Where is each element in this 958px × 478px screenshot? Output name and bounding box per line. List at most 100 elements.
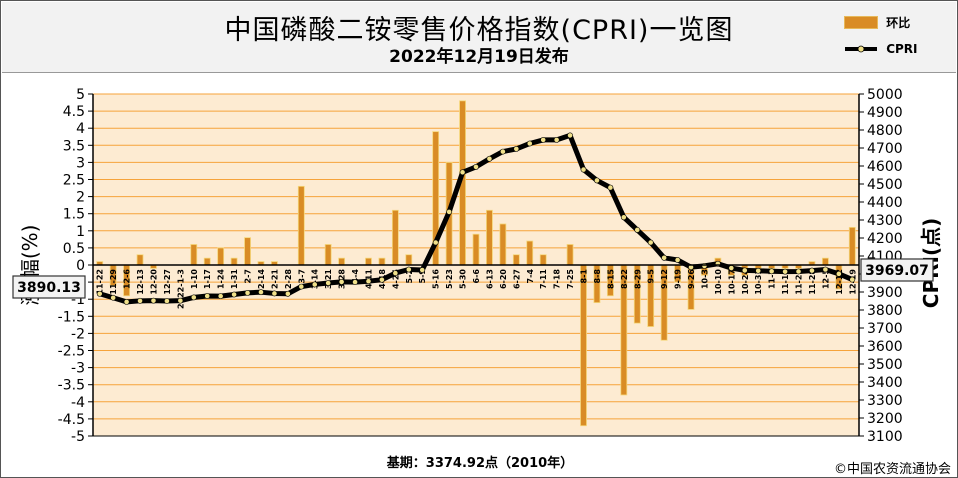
cpri-point <box>835 270 842 277</box>
cpri-point <box>338 279 345 285</box>
x-tick-label: 8-29 <box>633 269 642 289</box>
x-tick-label: 10-10 <box>714 269 723 295</box>
right-tick-label: 3800 <box>867 303 903 319</box>
cpri-point <box>419 267 426 273</box>
base-period-note: 基期：3374.92点（2010年） <box>386 456 574 471</box>
x-tick-label: 7-11 <box>539 269 548 289</box>
bar <box>244 237 251 266</box>
cpri-point <box>513 145 520 152</box>
cpri-point <box>217 293 224 300</box>
left-tick-label: 0 <box>76 258 85 274</box>
cpri-point <box>150 297 157 304</box>
cpri-point <box>809 267 815 274</box>
callout-last-value: 3969.07 <box>865 263 929 279</box>
cpri-point <box>325 280 332 286</box>
left-tick-label: 1.5 <box>63 207 85 223</box>
x-tick-label: 11-14 <box>781 269 790 295</box>
axes <box>92 94 860 437</box>
cpri-point <box>473 163 479 170</box>
cpri-point <box>795 268 802 275</box>
cpri-point <box>822 266 829 273</box>
right-tick-label: 3600 <box>867 339 903 355</box>
right-tick-label: 4900 <box>867 105 903 121</box>
callout-first-value: 3890.13 <box>17 280 81 296</box>
x-tick-label: 7-18 <box>553 269 562 289</box>
left-axis-ticks: -5-4.5-4-3.5-3-2.5-2-1.5-1-0.500.511.522… <box>58 87 93 445</box>
left-tick-label: 2 <box>76 190 85 206</box>
cpri-point <box>459 169 466 176</box>
cpri-point <box>164 298 170 304</box>
x-tick-label: 11-22 <box>96 269 105 295</box>
x-tick-label: 1-31 <box>230 269 239 289</box>
x-tick-label: 3-21 <box>324 269 333 289</box>
cpri-point <box>231 291 238 298</box>
cpri-point <box>701 262 708 269</box>
cpri-point <box>499 148 506 155</box>
cpri-point <box>96 290 103 297</box>
right-tick-label: 5000 <box>867 87 903 103</box>
right-tick-label: 3700 <box>867 321 903 337</box>
x-tick-label: 12-27 <box>163 269 172 295</box>
bar <box>136 254 144 266</box>
cpri-point <box>526 140 533 147</box>
cpri-point <box>123 298 130 305</box>
cpri-point <box>311 281 318 288</box>
x-tick-label: 11-21 <box>795 269 804 295</box>
cpri-point <box>432 239 439 246</box>
bar <box>230 257 238 266</box>
left-tick-label: -2 <box>71 326 85 342</box>
left-tick-label: 1 <box>76 224 85 240</box>
left-tick-label: 3.5 <box>63 138 85 154</box>
left-tick-label: -4 <box>71 395 85 411</box>
cpri-point <box>244 289 251 296</box>
bar <box>512 254 520 266</box>
x-tick-label: 2-21 <box>270 269 279 289</box>
cpri-point <box>365 278 372 285</box>
right-tick-label: 4800 <box>867 123 903 139</box>
x-tick-label: 2-14 <box>257 269 266 289</box>
x-tick-label: 6-13 <box>485 269 494 289</box>
x-tick-label: 6-20 <box>499 269 508 289</box>
left-tick-label: -5 <box>71 429 85 445</box>
cpri-point <box>674 257 681 263</box>
bar <box>472 233 480 266</box>
bar <box>566 244 574 266</box>
x-tick-label: 6-27 <box>512 269 521 289</box>
x-tick-label: 11-28 <box>808 269 817 295</box>
bar <box>324 244 332 266</box>
right-tick-label: 3500 <box>867 357 903 373</box>
x-tick-label: 1-10 <box>190 269 199 289</box>
copyright-note: ©中国农资流通协会 <box>833 462 951 477</box>
line-series <box>96 132 856 305</box>
left-tick-label: -1.5 <box>58 309 85 325</box>
x-tick-label: 5-2 <box>405 269 414 283</box>
cpri-point <box>446 208 453 215</box>
bar <box>499 223 507 266</box>
x-tick-label: 12-13 <box>136 269 145 295</box>
chart-title: 中国磷酸二铵零售价格指数(CPRI)一览图 <box>224 15 734 46</box>
right-tick-label: 4700 <box>867 141 903 157</box>
bar <box>217 247 225 266</box>
x-tick-label: 4-4 <box>351 269 360 284</box>
x-tick-label: 3-14 <box>311 269 320 289</box>
bar <box>822 257 829 266</box>
cpri-point <box>352 279 358 285</box>
right-tick-label: 3100 <box>867 429 903 445</box>
x-tick-label: 9-19 <box>674 269 683 289</box>
right-tick-label: 3300 <box>867 393 903 409</box>
right-tick-label: 4200 <box>867 231 903 247</box>
x-tick-label: 3-28 <box>338 269 347 289</box>
left-tick-label: -3.5 <box>58 378 85 394</box>
bar <box>203 257 211 266</box>
right-tick-label: 4400 <box>867 195 903 211</box>
cpri-point <box>258 289 264 296</box>
cpri-point <box>594 177 600 184</box>
bar <box>190 244 198 266</box>
cpri-point <box>379 276 385 283</box>
chart-area: -5-4.5-4-3.5-3-2.5-2-1.5-1-0.500.511.522… <box>12 87 943 445</box>
x-tick-label: 5-16 <box>432 269 441 289</box>
x-tick-label: 1-24 <box>217 269 226 289</box>
cpri-point <box>567 132 573 139</box>
right-tick-label: 3200 <box>867 411 903 427</box>
